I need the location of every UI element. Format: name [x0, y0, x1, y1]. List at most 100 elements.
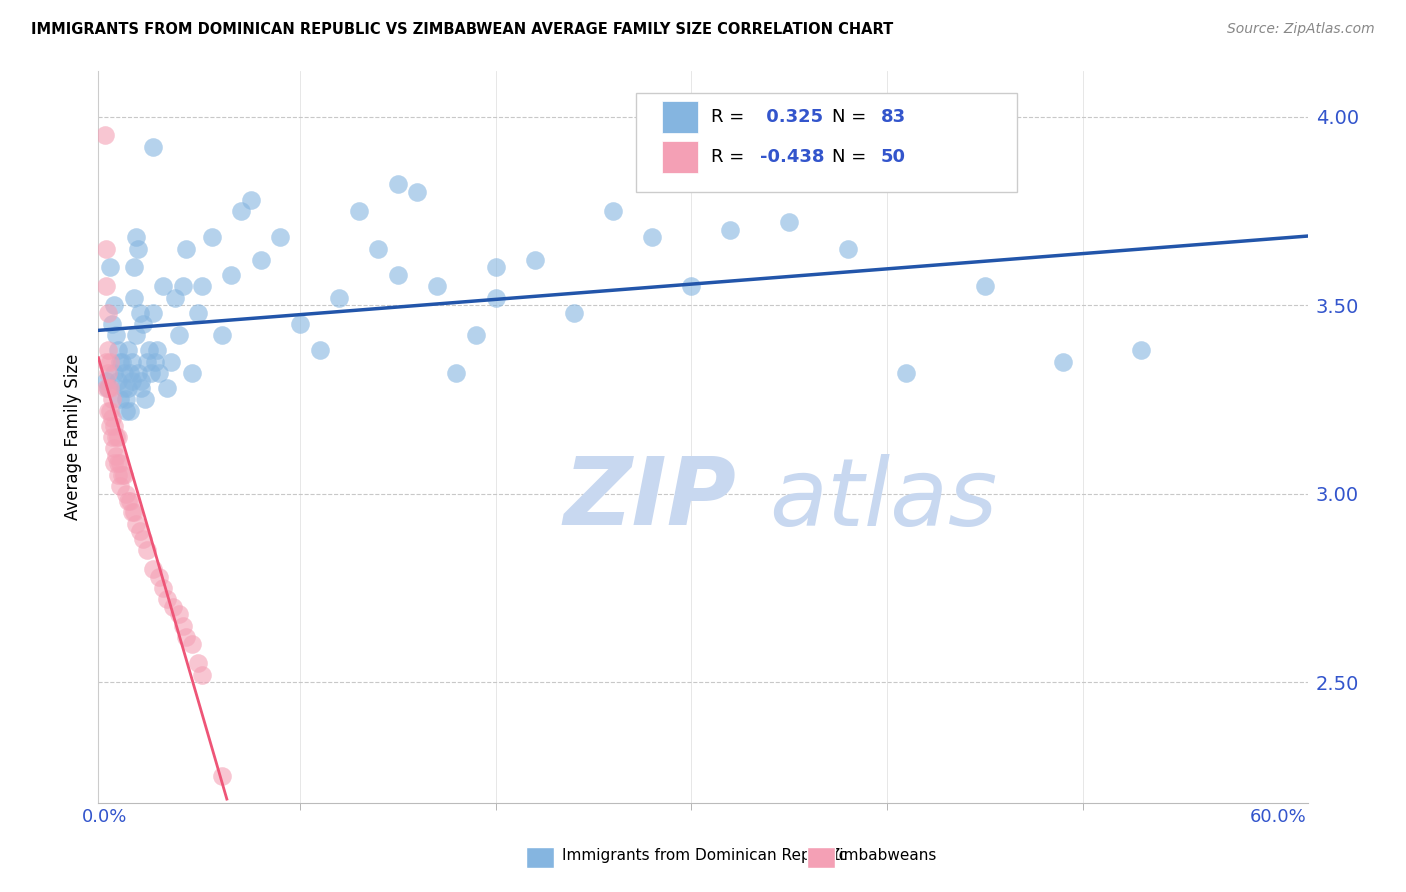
Point	[118, 494, 141, 508]
Point	[602, 203, 624, 218]
Text: 0.325: 0.325	[759, 108, 835, 127]
Point	[105, 328, 128, 343]
Point	[328, 291, 350, 305]
Point	[103, 366, 125, 380]
Point	[172, 618, 194, 632]
Point	[1130, 343, 1153, 358]
Point	[101, 392, 124, 407]
Point	[288, 317, 311, 331]
Point	[124, 230, 146, 244]
Point	[97, 366, 120, 380]
Point	[103, 298, 125, 312]
Point	[111, 354, 134, 368]
Point	[172, 279, 194, 293]
Text: Immigrants from Dominican Republic: Immigrants from Dominican Republic	[562, 848, 848, 863]
Point	[308, 343, 330, 358]
Point	[117, 343, 139, 358]
Point	[132, 532, 155, 546]
Point	[148, 569, 170, 583]
Point	[108, 457, 131, 471]
Point	[107, 343, 129, 358]
Point	[97, 306, 120, 320]
Point	[187, 657, 209, 671]
Point	[250, 252, 273, 267]
Point	[105, 449, 128, 463]
Point	[94, 128, 117, 143]
Point	[96, 242, 118, 256]
Y-axis label: Average Family Size: Average Family Size	[65, 354, 83, 520]
Point	[98, 381, 121, 395]
Text: ZIP: ZIP	[564, 453, 737, 545]
Point	[367, 242, 389, 256]
Text: IMMIGRANTS FROM DOMINICAN REPUBLIC VS ZIMBABWEAN AVERAGE FAMILY SIZE CORRELATION: IMMIGRANTS FROM DOMINICAN REPUBLIC VS ZI…	[31, 22, 893, 37]
Point	[142, 306, 165, 320]
Point	[484, 291, 506, 305]
Point	[156, 592, 179, 607]
Point	[107, 374, 129, 388]
Point	[191, 279, 214, 293]
Point	[105, 430, 128, 444]
Point	[523, 252, 546, 267]
Point	[108, 354, 131, 368]
Point	[221, 268, 243, 282]
Point	[97, 403, 120, 417]
FancyBboxPatch shape	[637, 94, 1018, 192]
Point	[114, 486, 136, 500]
Point	[387, 268, 409, 282]
Point	[96, 354, 118, 368]
Point	[191, 667, 214, 681]
Text: N =: N =	[832, 148, 872, 166]
Point	[98, 354, 121, 368]
Text: 83: 83	[880, 108, 905, 127]
Point	[101, 411, 124, 425]
Point	[107, 467, 129, 482]
Point	[837, 242, 859, 256]
Point	[211, 328, 233, 343]
Point	[465, 328, 488, 343]
Point	[142, 140, 165, 154]
Point	[103, 457, 125, 471]
Point	[163, 291, 186, 305]
Point	[347, 203, 370, 218]
Point	[112, 467, 135, 482]
Text: R =: R =	[711, 108, 751, 127]
Point	[108, 479, 131, 493]
Point	[136, 354, 159, 368]
Text: 50: 50	[880, 148, 905, 166]
Point	[141, 366, 163, 380]
Point	[98, 403, 121, 417]
Point	[124, 328, 146, 343]
Point	[127, 366, 149, 380]
Point	[181, 366, 204, 380]
Point	[201, 230, 224, 244]
Point	[718, 223, 741, 237]
Point	[124, 516, 146, 531]
Point	[484, 260, 506, 275]
Point	[562, 306, 585, 320]
Point	[96, 374, 118, 388]
Point	[176, 630, 198, 644]
Point	[187, 306, 209, 320]
Point	[122, 506, 145, 520]
Text: Zimbabweans: Zimbabweans	[830, 848, 936, 863]
Point	[156, 381, 179, 395]
Point	[128, 524, 150, 539]
Point	[97, 381, 120, 395]
Point	[118, 366, 141, 380]
Point	[146, 343, 169, 358]
Point	[152, 581, 174, 595]
Point	[114, 403, 136, 417]
Point	[1052, 354, 1074, 368]
Point	[101, 317, 124, 331]
Point	[152, 279, 174, 293]
Point	[128, 306, 150, 320]
Point	[406, 185, 429, 199]
Point	[96, 279, 118, 293]
Point	[117, 381, 139, 395]
Point	[778, 215, 800, 229]
Point	[111, 467, 134, 482]
Point	[167, 607, 190, 622]
Point	[121, 354, 143, 368]
FancyBboxPatch shape	[662, 101, 699, 133]
Point	[98, 418, 121, 433]
